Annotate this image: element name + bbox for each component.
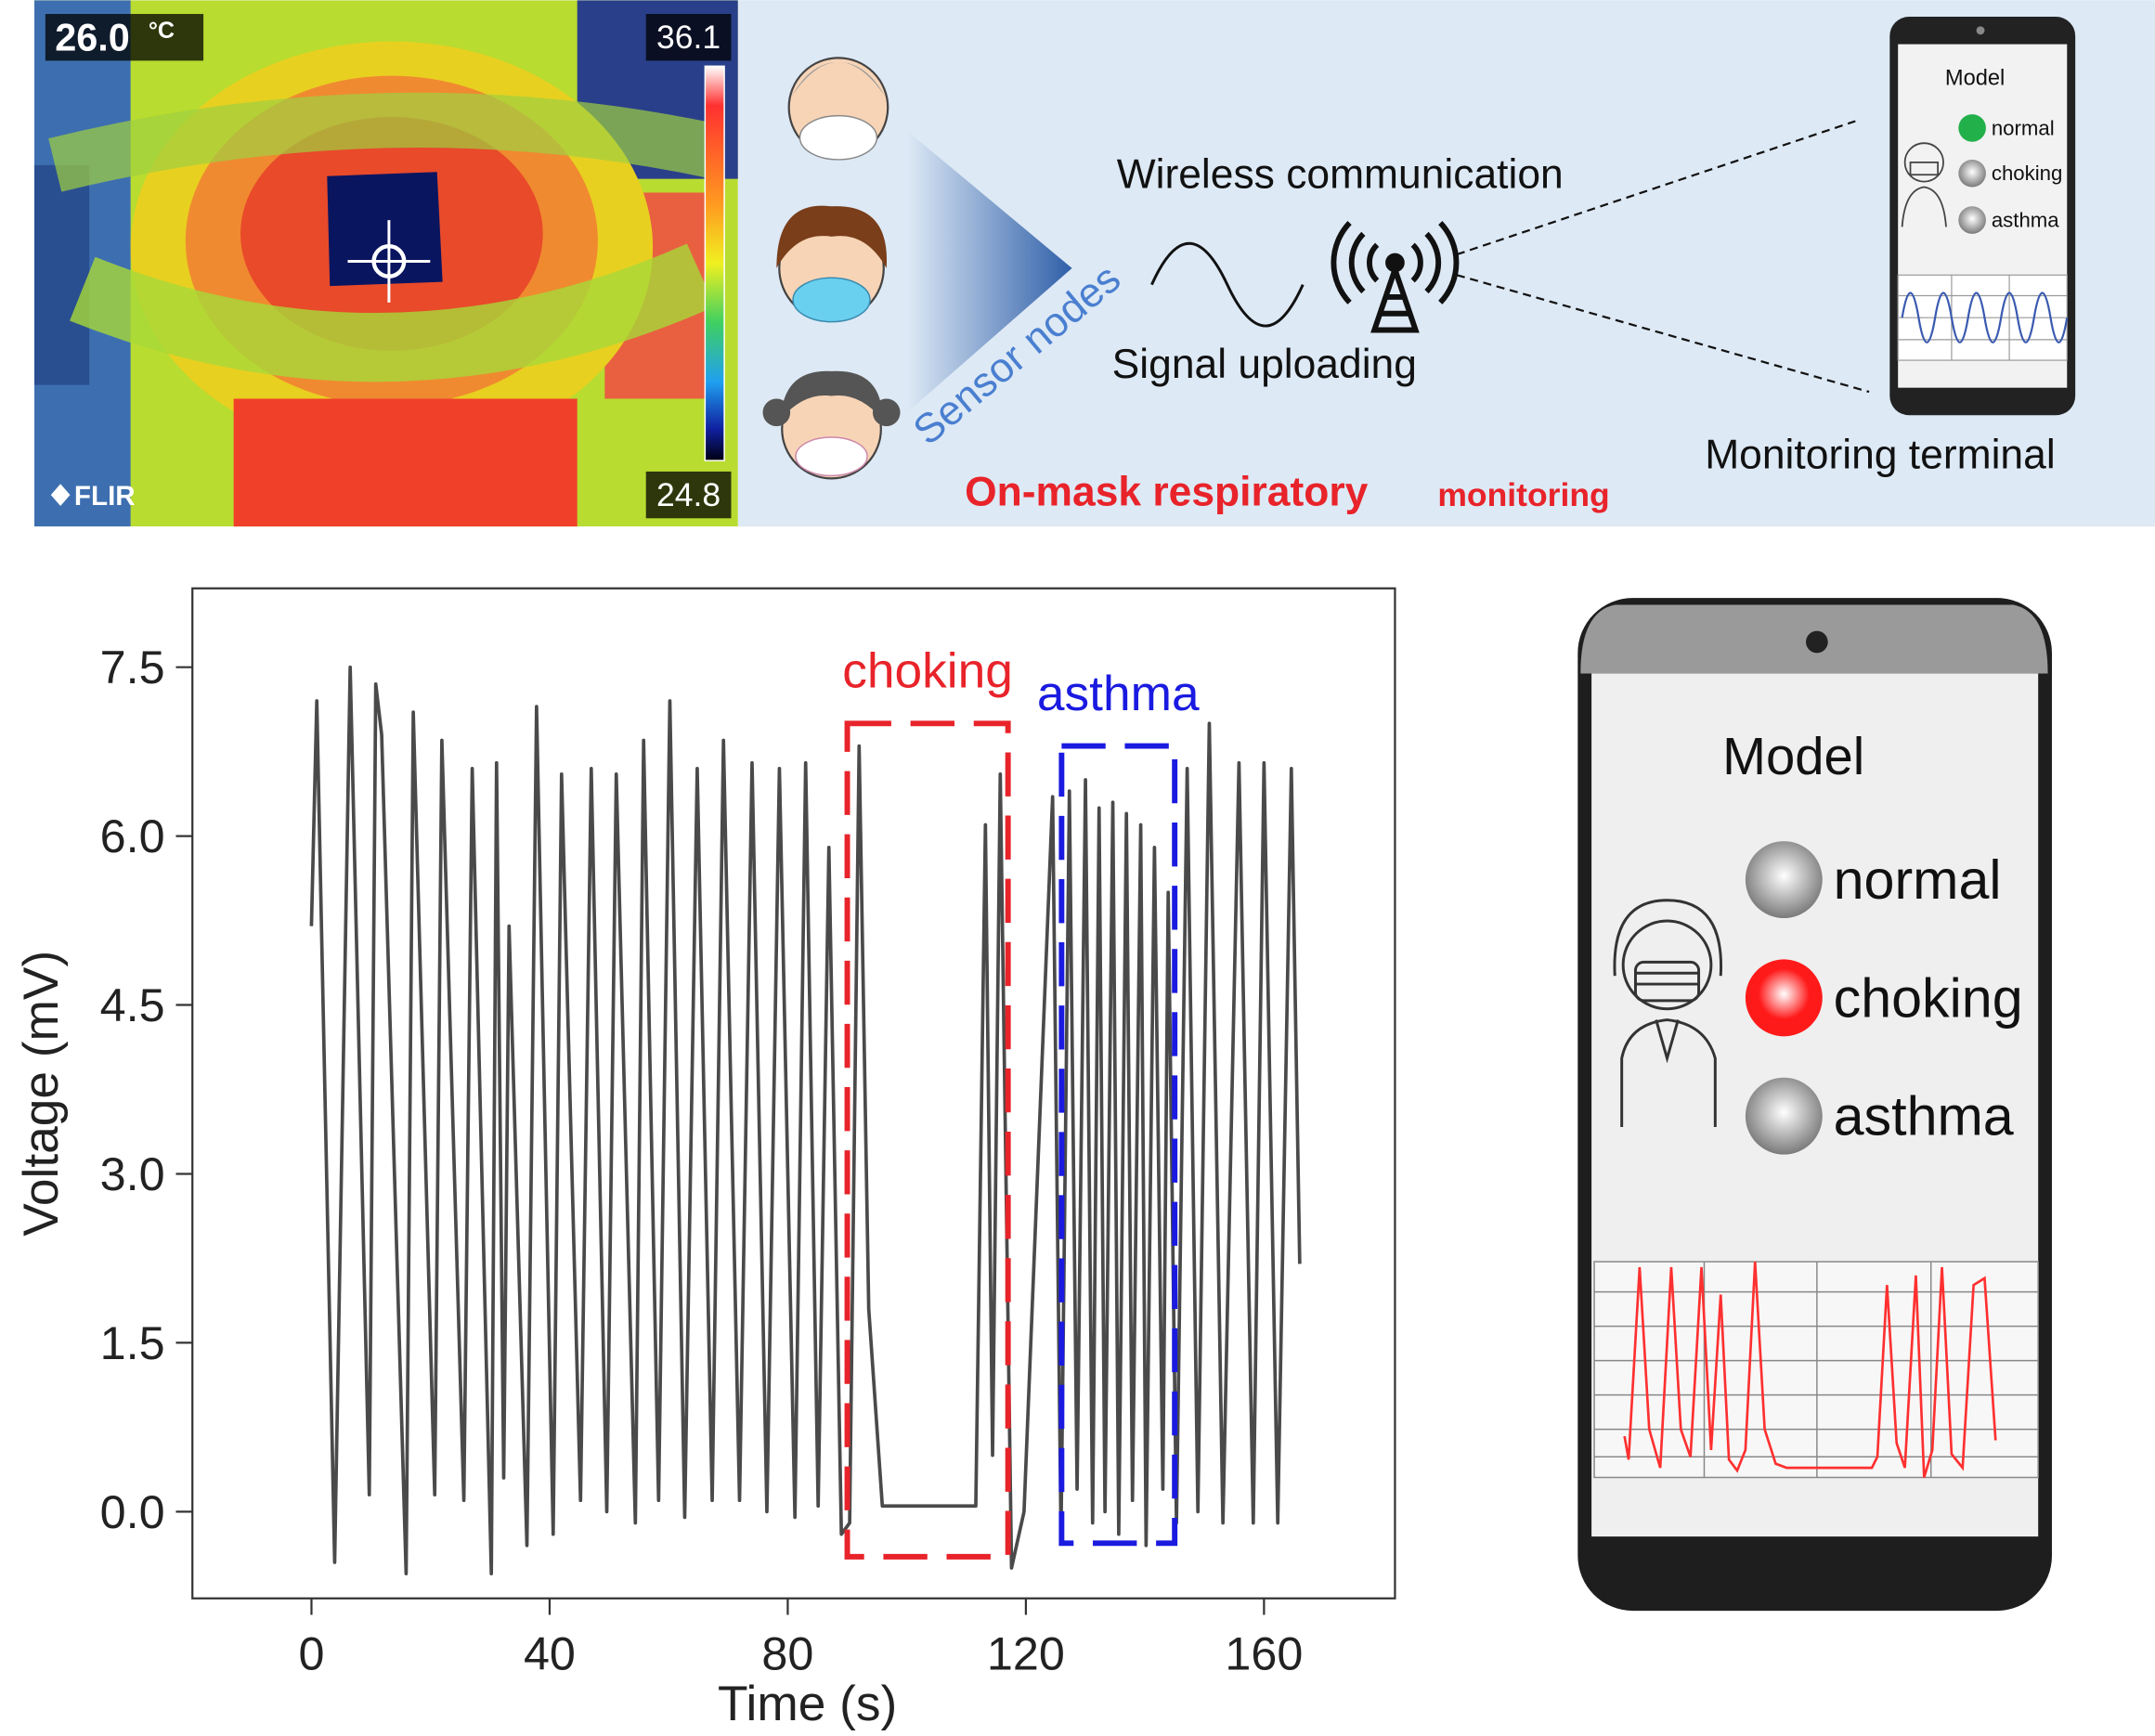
dashed-link xyxy=(1456,120,1856,256)
annotation-label: choking xyxy=(842,644,1013,699)
phone: Model normal choking asthma xyxy=(1577,598,2052,1612)
small-phone: Model normal choking asthma xyxy=(1889,16,2076,416)
plot-frame xyxy=(191,587,1396,1600)
thermal-unit: °C xyxy=(149,18,175,44)
annotation-label: asthma xyxy=(1037,667,1200,721)
option-label: asthma xyxy=(1834,1085,2014,1147)
thermal-max: 36.1 xyxy=(656,19,720,56)
y-tick-label: 6.0 xyxy=(100,810,165,862)
small-person xyxy=(1901,142,1947,227)
y-tick-label: 7.5 xyxy=(100,641,165,693)
faces xyxy=(762,57,901,480)
x-tick-label: 80 xyxy=(761,1626,813,1679)
small-wave-grid xyxy=(1897,274,2068,361)
y-tick-label: 0.0 xyxy=(100,1485,165,1538)
thermal-temp: 26.0 xyxy=(55,16,130,59)
thermal-image xyxy=(34,0,738,527)
caption-sub: monitoring xyxy=(1437,476,1609,513)
thermal-min: 24.8 xyxy=(656,476,720,513)
x-tick-label: 0 xyxy=(298,1626,324,1679)
person xyxy=(1613,899,1723,1128)
y-tick-label: 4.5 xyxy=(100,978,165,1031)
status-light xyxy=(1958,206,1986,234)
option-label: normal xyxy=(1834,849,2002,911)
x-tick-label: 160 xyxy=(1225,1626,1303,1679)
chart: 0.0 1.5 3.0 4.5 6.0 7.5 0 40 80 120 160 Time (s) Vol… xyxy=(14,587,1396,1731)
status-light xyxy=(1958,159,1986,188)
small-wave xyxy=(1901,291,2069,343)
antenna-icon xyxy=(1331,220,1460,333)
y-tick-label: 3.0 xyxy=(100,1147,165,1200)
uploading-label: Signal uploading xyxy=(1112,342,1417,387)
option-label: choking xyxy=(1992,162,2062,185)
y-axis-label: Voltage (mV) xyxy=(14,951,69,1237)
thermal-brand: FLIR xyxy=(74,481,136,512)
phone-title: Model xyxy=(1945,67,2005,91)
signal-cone xyxy=(906,130,1072,413)
option-label: asthma xyxy=(1992,209,2059,232)
phone-title: Model xyxy=(1722,727,1864,785)
annotation-box xyxy=(844,720,1011,1560)
status-light xyxy=(1745,1077,1823,1155)
caption-main: On-mask respiratory xyxy=(965,470,1369,515)
x-tick-label: 40 xyxy=(524,1626,576,1679)
sine-icon xyxy=(1150,242,1305,328)
status-light xyxy=(1745,959,1823,1037)
option-label: choking xyxy=(1834,966,2023,1029)
x-axis-label: Time (s) xyxy=(718,1677,897,1731)
status-light xyxy=(1958,114,1986,142)
y-tick-label: 1.5 xyxy=(100,1316,165,1369)
status-light xyxy=(1745,841,1823,919)
phone-wave xyxy=(1623,1262,1997,1478)
annotation-box xyxy=(1058,743,1178,1547)
option-label: normal xyxy=(1992,116,2055,139)
terminal-label: Monitoring terminal xyxy=(1705,433,2055,478)
wireless-label: Wireless communication xyxy=(1117,152,1564,198)
voltage-line xyxy=(309,665,1302,1575)
dashed-link xyxy=(1456,274,1870,394)
x-tick-label: 120 xyxy=(987,1626,1065,1679)
